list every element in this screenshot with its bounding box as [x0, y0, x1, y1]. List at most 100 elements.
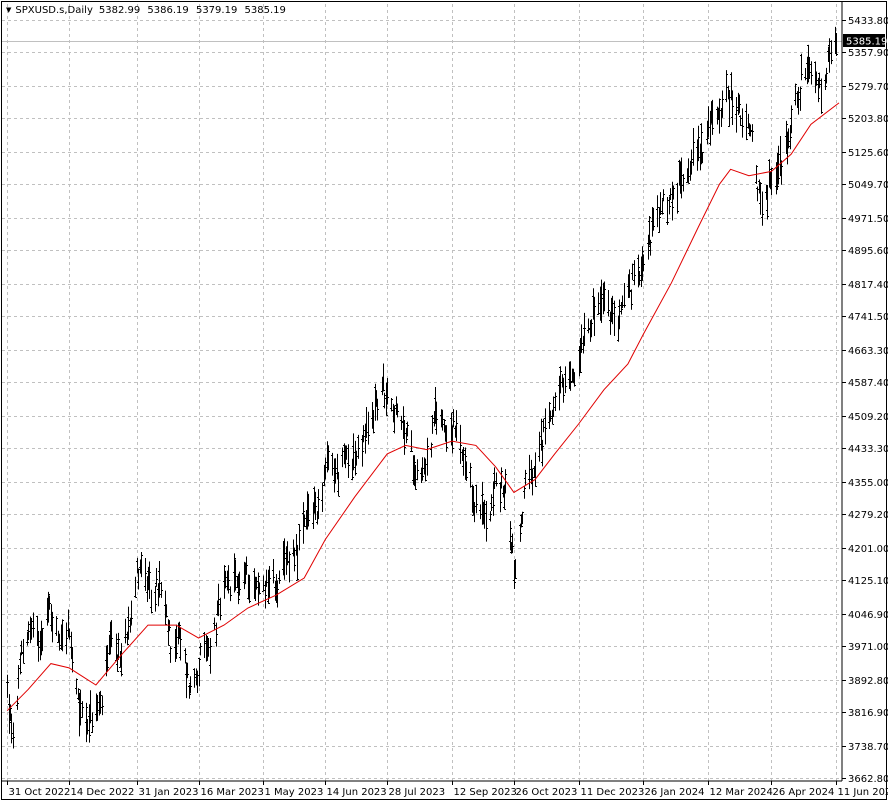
price-tick-label: 4355.00	[848, 478, 888, 489]
ohlc-bar	[435, 401, 438, 435]
ohlc-bar	[30, 618, 33, 640]
price-tick-label: 4046.90	[848, 610, 888, 621]
ohlc-bar	[580, 324, 583, 353]
ohlc-bar	[376, 398, 379, 421]
ohlc-bar	[431, 414, 434, 434]
ohlc-bar	[711, 99, 714, 135]
ohlc-bar	[637, 254, 640, 288]
ohlc-bar	[140, 551, 143, 578]
ohlc-bar	[137, 568, 140, 590]
price-tick-label: 3971.00	[848, 642, 888, 653]
ohlc-bar	[600, 279, 603, 323]
time-tick-label: 26 Oct 2023	[516, 787, 578, 798]
ohlc-bar	[71, 647, 74, 673]
ohlc-bar	[475, 484, 478, 514]
triangle-down-icon[interactable]: ▼	[6, 6, 12, 14]
ohlc-bar	[303, 514, 306, 527]
ohlc-bar	[296, 544, 299, 581]
ohlc-bar	[198, 657, 201, 687]
ohlc-bar	[154, 585, 157, 612]
ohlc-bar	[706, 120, 709, 145]
ohlc-bar	[331, 452, 334, 476]
ohlc-bar	[223, 565, 226, 599]
ohlc-bar	[531, 468, 534, 496]
ohlc-bar	[317, 489, 320, 520]
ohlc-bar	[521, 511, 524, 525]
open-value: 5382.99	[98, 4, 141, 16]
price-tick-label: 5125.60	[848, 148, 888, 159]
ohlc-bar	[656, 195, 659, 228]
ohlc-bar	[462, 447, 465, 476]
ohlc-bar	[186, 662, 189, 679]
ohlc-bar	[209, 637, 212, 674]
price-tick-label: 5279.70	[848, 82, 888, 93]
price-tick-label: 3738.70	[848, 742, 888, 753]
close-value: 5385.19	[244, 4, 286, 16]
ohlc-bar	[126, 631, 129, 646]
ohlc-bar	[188, 684, 191, 699]
ohlc-bar	[799, 86, 802, 111]
ohlc-bar	[611, 295, 614, 325]
ohlc-bar	[367, 411, 370, 445]
ohlc-bar	[810, 61, 813, 85]
time-tick-label: 31 Oct 2022	[9, 787, 71, 798]
ohlc-bar	[479, 504, 482, 520]
ohlc-bar	[17, 665, 20, 689]
ohlc-bar	[55, 616, 58, 636]
ohlc-bar	[148, 561, 151, 600]
ohlc-bar	[421, 457, 424, 481]
ohlc-bar	[12, 722, 15, 749]
ohlc-values: 5382.99 5386.19 5379.19 5385.19	[99, 5, 290, 16]
ohlc-bar	[659, 192, 662, 216]
price-tick-label: 5049.70	[848, 180, 888, 191]
ohlc-bar	[473, 501, 476, 523]
ohlc-bar	[234, 559, 237, 591]
ohlc-bar	[725, 70, 728, 103]
ohlc-bar	[354, 440, 357, 476]
ohlc-bar	[321, 482, 324, 513]
ohlc-bar	[441, 409, 444, 431]
ohlc-bar	[770, 167, 773, 196]
ohlc-bar	[293, 547, 296, 572]
ohlc-bar	[268, 566, 271, 598]
ohlc-bar	[452, 409, 455, 428]
time-tick-label: 31 Jan 2023	[139, 787, 199, 798]
time-axis[interactable]: 31 Oct 2022 14 Dec 2022 31 Jan 2023 16 Mar …	[7, 781, 888, 798]
ohlc-bar	[26, 631, 29, 646]
ohlc-bar	[410, 430, 413, 453]
price-tick-label: 3662.80	[848, 774, 888, 785]
ohlc-bar	[213, 617, 216, 631]
ohlc-bar	[590, 319, 593, 338]
ohlc-bar	[124, 618, 127, 644]
ohlc-bar	[749, 124, 752, 137]
ohlc-bar	[101, 695, 104, 716]
ohlc-bar	[215, 622, 218, 647]
ohlc-bar	[386, 378, 389, 405]
time-tick-label: 11 Dec 2023	[581, 787, 645, 798]
price-tick-label: 5433.80	[848, 16, 888, 27]
ohlc-bar	[196, 670, 199, 694]
ohlc-bar	[207, 638, 210, 657]
ohlc-bar	[613, 300, 616, 336]
ohlc-bar	[503, 484, 506, 510]
ohlc-bar	[70, 631, 73, 660]
price-tick-label: 4663.30	[848, 346, 888, 357]
ohlc-bar	[483, 499, 486, 529]
ohlc-bar	[445, 425, 448, 452]
moving-average	[6, 102, 840, 712]
ohlc-bar	[666, 196, 669, 226]
ohlc-bar	[499, 482, 502, 513]
ohlc-bar	[341, 447, 344, 468]
ohlc-bar	[400, 415, 403, 431]
ohlc-bar	[718, 98, 721, 134]
ohlc-bar	[573, 372, 576, 387]
ohlc-bar	[22, 638, 25, 664]
ohlc-bar	[414, 464, 417, 490]
ohlc-bar	[96, 695, 99, 721]
ohlc-bar	[607, 289, 610, 317]
ohlc-bar	[99, 690, 102, 714]
ohlc-bar	[32, 612, 35, 638]
price-axis[interactable]: 5433.80 5357.90 5279.70 5203.80 5125.60 5049.…	[842, 16, 888, 785]
